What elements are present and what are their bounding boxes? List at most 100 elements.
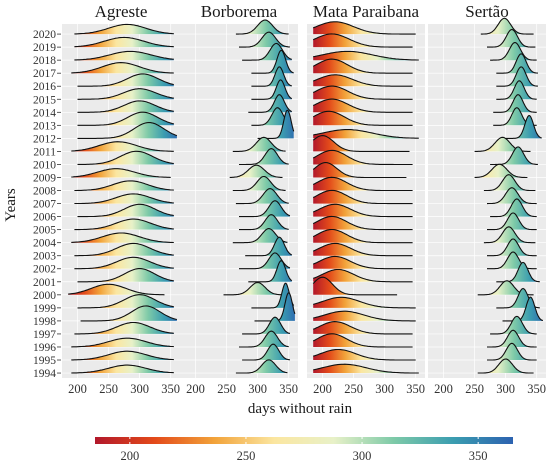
ridge-area-1997 <box>74 322 174 334</box>
ridge-line-2007 <box>312 189 413 205</box>
ridge-line-2008 <box>232 175 286 192</box>
ridge-area-2005 <box>487 213 537 230</box>
ridge-area-2019 <box>74 37 174 48</box>
ridge-area-1994 <box>477 359 534 373</box>
ridge-line-2007 <box>487 187 537 205</box>
x-tick-label: 250 <box>344 382 363 396</box>
ridge-line-2018 <box>74 50 174 61</box>
ridge-line-2017 <box>496 53 538 74</box>
y-tick-label: 2004 <box>33 238 56 250</box>
ridge-line-2000 <box>68 283 165 296</box>
ridge-area-2013 <box>493 107 537 126</box>
facet-panel-mata-paraibana: Mata Paraibana 200 250 300 350 <box>307 2 425 396</box>
ridge-line-2011 <box>312 135 410 152</box>
ridge-area-2017 <box>496 53 538 74</box>
x-tick-label: 300 <box>375 382 394 396</box>
ridge-area-2011 <box>232 137 286 152</box>
x-tick-label: 300 <box>248 382 267 396</box>
y-tick-label: 2019 <box>33 42 56 54</box>
ridge-line-2015 <box>312 85 413 100</box>
ridge-line-2005 <box>312 215 413 231</box>
ridge-area-1994 <box>313 364 419 373</box>
ridge-line-2018 <box>242 42 292 61</box>
x-tick-label: 200 <box>186 382 205 396</box>
facet-panels: Agreste 200 250 300 350 Borborema 200 250 300 350… <box>62 2 546 396</box>
ridge-line-2006 <box>312 203 413 218</box>
ridge-line-2006 <box>490 198 537 218</box>
ridge-area-2020 <box>235 20 289 35</box>
ridge-area-2010 <box>490 146 538 165</box>
ridge-area-2000 <box>223 282 283 295</box>
ridge-area-2001 <box>248 260 292 282</box>
ridge-area-2014 <box>77 100 174 113</box>
ridge-area-2020 <box>74 24 174 35</box>
ridge-line-2001 <box>248 260 293 283</box>
ridge-area-2011 <box>474 137 531 152</box>
ridge-area-2007 <box>74 193 174 204</box>
ridge-line-2006 <box>239 200 291 218</box>
y-tick-label: 1994 <box>33 368 56 380</box>
ridge-line-1996 <box>487 329 537 348</box>
ridge-area-2006 <box>239 200 290 217</box>
ridge-line-2008 <box>74 180 174 192</box>
ridge-line-2018 <box>490 42 537 61</box>
x-tick-label: 300 <box>130 382 149 396</box>
ridge-line-2019 <box>239 31 290 48</box>
ridge-line-2004 <box>312 228 413 244</box>
ridge-area-2012 <box>505 115 542 139</box>
ridge-area-2002 <box>487 252 537 269</box>
y-tick-label: 2016 <box>33 81 56 93</box>
ridge-line-2000 <box>312 276 398 296</box>
ridge-line-2017 <box>71 62 174 74</box>
colorbar-legend: 200 250 300 350 <box>95 437 513 463</box>
ridge-line-1995 <box>313 348 416 361</box>
ridge-line-1998 <box>502 296 544 322</box>
ridge-line-1995 <box>242 343 290 361</box>
ridge-line-2019 <box>487 28 536 48</box>
ridge-line-2002 <box>74 256 174 270</box>
ridge-line-1995 <box>487 342 537 361</box>
ridge-line-2006 <box>77 203 174 218</box>
ridge-line-2020 <box>480 17 534 35</box>
x-tick-label: 350 <box>527 382 546 396</box>
x-tick-label: 250 <box>217 382 236 396</box>
y-tick-label: 2010 <box>33 159 56 171</box>
x-tick-label: 350 <box>161 382 180 396</box>
ridge-line-2003 <box>74 242 174 257</box>
colorbar-tick-label: 300 <box>353 449 372 463</box>
facet-strip-label: Sertão <box>465 2 508 21</box>
x-tick-label: 250 <box>465 382 484 396</box>
ridge-area-2010 <box>313 150 413 165</box>
ridge-area-2003 <box>487 239 537 256</box>
ridge-area-2003 <box>245 237 292 256</box>
ridge-area-1997 <box>490 316 537 334</box>
ridge-line-1999 <box>77 294 174 309</box>
ridge-area-2016 <box>313 74 413 87</box>
y-tick-label: 1999 <box>33 303 56 315</box>
ridge-line-2011 <box>71 141 174 152</box>
ridge-area-2012 <box>313 129 419 139</box>
ridge-area-2005 <box>313 216 413 230</box>
ridge-area-2014 <box>313 99 413 113</box>
y-tick-label: 2009 <box>33 172 56 184</box>
ridge-area-2006 <box>490 199 537 217</box>
ridge-line-2009 <box>229 164 283 178</box>
ridge-line-2005 <box>74 218 174 231</box>
ridge-line-2007 <box>235 188 289 205</box>
ridge-area-2005 <box>74 219 174 230</box>
ridge-area-2004 <box>313 229 413 243</box>
ridge-area-2004 <box>483 226 536 243</box>
ridge-line-2016 <box>496 66 538 87</box>
ridge-area-2011 <box>313 135 410 152</box>
ridge-line-1996 <box>312 333 413 348</box>
ridge-line-1997 <box>490 315 537 335</box>
ridge-area-2018 <box>74 51 174 61</box>
ridge-area-1996 <box>239 331 289 347</box>
ridge-line-2017 <box>312 58 413 74</box>
ridge-area-1995 <box>242 344 290 360</box>
panel-background <box>428 24 546 378</box>
ridge-line-2020 <box>235 19 289 35</box>
y-tick-label: 2018 <box>33 55 56 67</box>
ridge-line-2000 <box>223 281 283 296</box>
